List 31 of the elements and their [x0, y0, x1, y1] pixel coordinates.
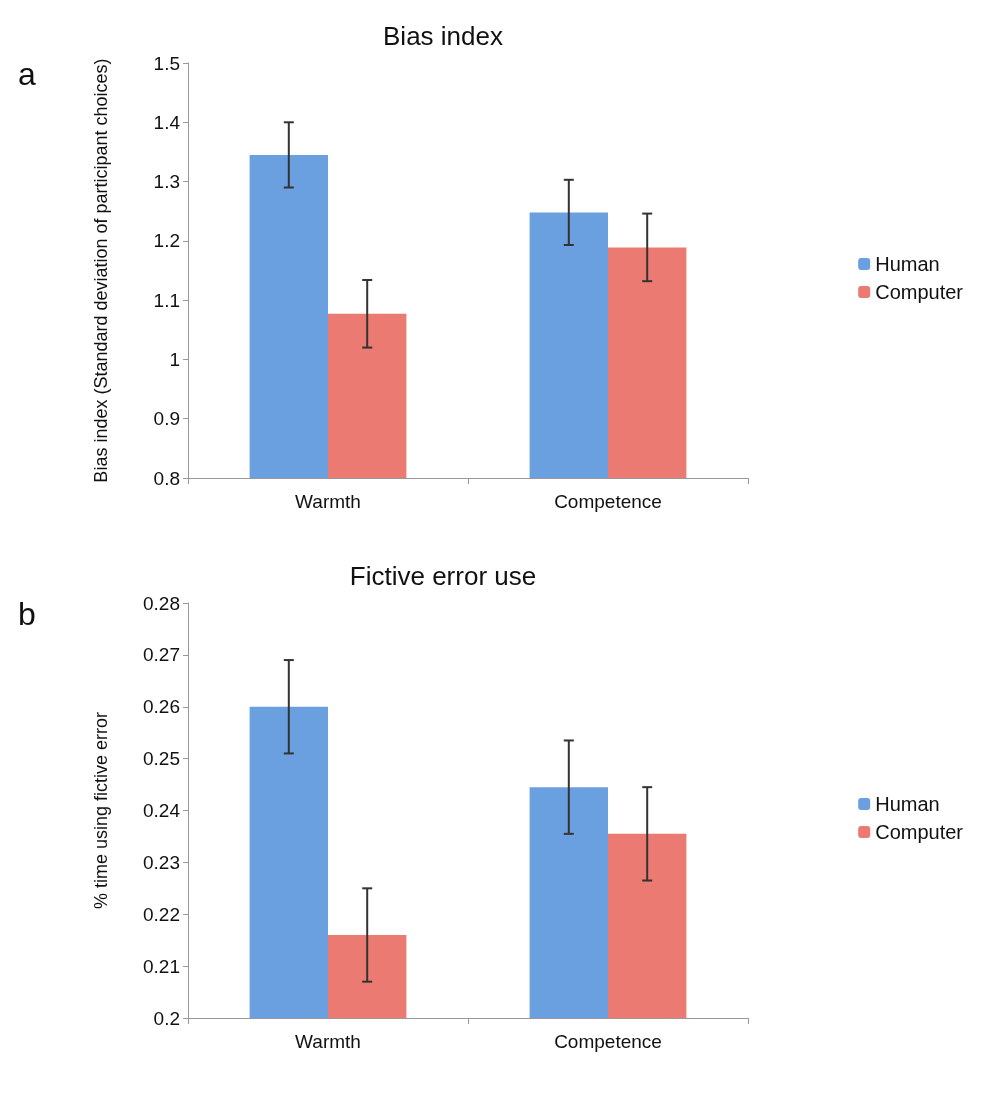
y-tick-label: 0.25 [143, 748, 180, 770]
x-tick-label: Competence [554, 491, 662, 512]
legend-label: Human [875, 253, 940, 275]
y-tick-label: 1.2 [153, 230, 180, 252]
x-tick-label: Warmth [295, 1031, 361, 1052]
chart-title: Fictive error use [349, 561, 537, 591]
y-tick-label: 0.21 [143, 955, 180, 977]
y-axis-title: Bias index (Standard deviation of participant choices) [91, 58, 111, 483]
y-tick-label: 0.28 [143, 592, 180, 614]
y-tick-label: 1.5 [153, 52, 180, 74]
legend-label: Human [875, 793, 940, 815]
y-tick-label: 0.8 [153, 467, 180, 489]
x-tick-label: Warmth [295, 491, 361, 512]
text: b [18, 596, 36, 632]
y-tick-label: 0.27 [143, 644, 180, 666]
legend-label: Computer [875, 821, 964, 843]
chart-title: Bias index [383, 21, 503, 51]
y-tick-label: 0.22 [143, 903, 180, 925]
y-tick-label: 0.9 [153, 408, 180, 430]
x-tick-label: Competence [554, 1031, 662, 1052]
y-tick-label: 0.26 [143, 696, 180, 718]
y-tick-label: 0.24 [143, 800, 181, 821]
y-tick-label: 0.23 [143, 851, 180, 873]
y-tick-label: 1 [169, 348, 180, 370]
y-tick-label: 1.1 [153, 289, 180, 311]
legend-label: Computer [875, 281, 964, 303]
y-tick-label: 1.4 [153, 111, 181, 133]
y-tick-label: 1.3 [153, 171, 180, 193]
text: a [18, 56, 36, 92]
y-axis-title: % time using fictive error [91, 711, 111, 910]
y-tick-label: 0.2 [153, 1007, 180, 1029]
